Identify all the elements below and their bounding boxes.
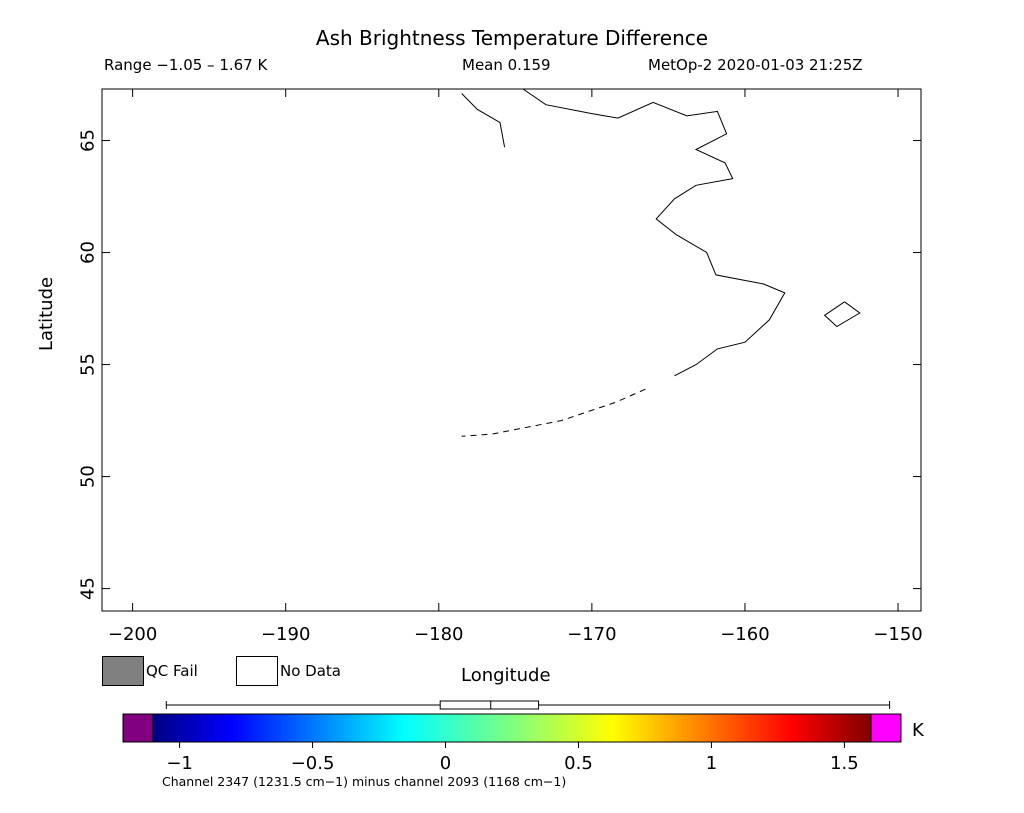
colorbar: −1 −0.5 0 0.5 1 1.5 <box>122 700 902 774</box>
colorbar-tick-label: −0.5 <box>291 753 335 774</box>
y-tick-label: 55 <box>78 353 99 376</box>
qc-fail-label: QC Fail <box>146 662 198 680</box>
colorbar-tick-label: 0.5 <box>564 753 593 774</box>
no-data-swatch <box>236 656 278 686</box>
colorbar-over <box>870 713 902 743</box>
y-tick-label: 50 <box>78 465 99 488</box>
colorbar-under <box>122 713 154 743</box>
chart-title: Ash Brightness Temperature Difference <box>315 26 709 50</box>
y-tick-label: 60 <box>78 241 99 264</box>
x-tick-label: −190 <box>261 624 310 645</box>
x-axis-label: Longitude <box>461 665 551 686</box>
qc-fail-swatch <box>102 656 144 686</box>
y-axis-label: Latitude <box>36 276 57 351</box>
satellite-time-text: MetOp-2 2020-01-03 21:25Z <box>648 56 863 74</box>
data-swath <box>716 0 1024 121</box>
range-whisker <box>165 700 891 710</box>
y-tick-label: 65 <box>78 129 99 152</box>
y-axis: 45 50 55 60 65 <box>78 129 921 600</box>
colorbar-scale <box>152 713 872 743</box>
colorbar-tick-label: −1 <box>166 753 193 774</box>
x-tick-label: −180 <box>414 624 463 645</box>
x-tick-label: −160 <box>720 624 769 645</box>
y-tick-label: 45 <box>78 577 99 600</box>
no-data-label: No Data <box>280 662 341 680</box>
mean-text: Mean 0.159 <box>462 56 551 74</box>
x-tick-label: −200 <box>108 624 157 645</box>
colorbar-tick-label: 1.5 <box>830 753 859 774</box>
x-tick-label: −170 <box>567 624 616 645</box>
range-text: Range −1.05 – 1.67 K <box>104 56 268 74</box>
colorbar-tick-label: 1 <box>706 753 717 774</box>
channel-footnote: Channel 2347 (1231.5 cm−1) minus channel… <box>162 774 567 789</box>
x-axis: −200 −190 −180 −170 −160 −150 <box>108 89 923 645</box>
colorbar-unit: K <box>912 720 924 741</box>
x-tick-label: −150 <box>873 624 922 645</box>
plot-frame <box>101 88 922 612</box>
coastline <box>461 89 861 437</box>
colorbar-tick-label: 0 <box>440 753 451 774</box>
